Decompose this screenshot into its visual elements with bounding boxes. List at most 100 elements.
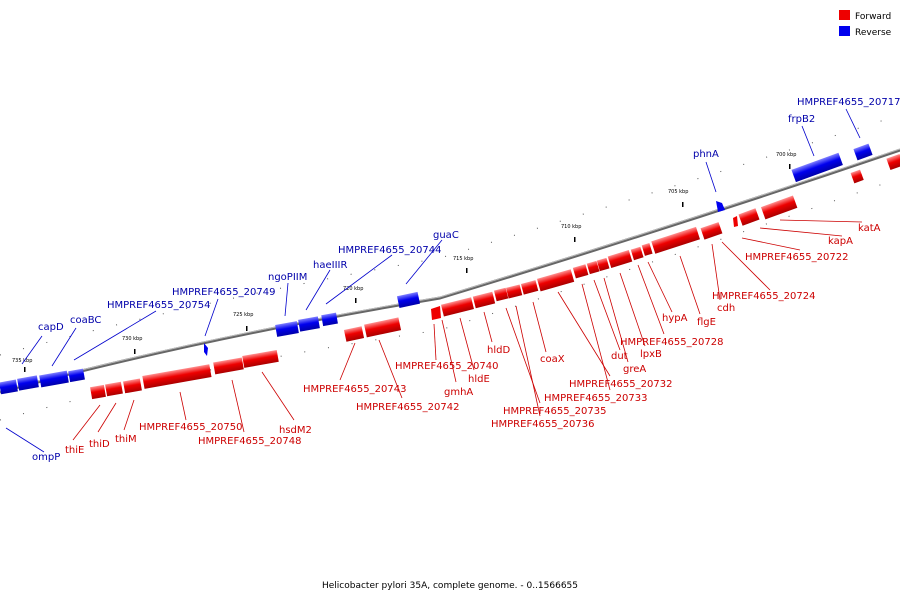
- gene-label[interactable]: HMPREF4655_20717: [797, 97, 900, 108]
- gene-reverse[interactable]: [0, 379, 18, 395]
- gene-forward[interactable]: [641, 243, 653, 256]
- gene-forward[interactable]: [738, 208, 760, 226]
- gene-forward[interactable]: [596, 257, 610, 272]
- reverse-genes: [0, 143, 873, 395]
- gene-reverse[interactable]: [791, 152, 843, 183]
- kbp-label: 700 kbp: [776, 152, 796, 158]
- gene-forward[interactable]: [537, 269, 575, 292]
- gene-reverse[interactable]: [853, 143, 873, 161]
- reverse-labels: ompP capD coaBC HMPREF4655_20754 HMPREF4…: [32, 97, 900, 463]
- gene-label[interactable]: coaBC: [70, 315, 101, 326]
- gene-label[interactable]: katA: [858, 223, 881, 234]
- gene-label[interactable]: capD: [38, 322, 64, 333]
- gene-label[interactable]: gmhA: [444, 387, 473, 398]
- gene-reverse[interactable]: [204, 343, 208, 356]
- gene-reverse[interactable]: [39, 370, 69, 388]
- gene-reverse[interactable]: [298, 316, 320, 332]
- gene-forward[interactable]: [886, 153, 900, 171]
- gene-label[interactable]: coaX: [540, 354, 565, 365]
- kbp-tick: [134, 349, 136, 354]
- gene-reverse[interactable]: [275, 321, 299, 337]
- gene-forward[interactable]: [472, 291, 496, 309]
- legend-forward-swatch: [839, 10, 850, 20]
- gene-forward[interactable]: [700, 222, 723, 240]
- gene-forward[interactable]: [651, 226, 700, 254]
- gene-label[interactable]: frpB2: [788, 114, 815, 125]
- kbp-tick: [682, 202, 684, 207]
- kbp-label: 720 kbp: [343, 286, 363, 292]
- gene-forward[interactable]: [572, 264, 589, 279]
- genome-title: Helicobacter pylori 35A, complete genome…: [322, 581, 578, 591]
- gene-label[interactable]: HMPREF4655_20754: [107, 300, 210, 311]
- gene-label[interactable]: haeIIIR: [313, 260, 347, 271]
- gene-forward[interactable]: [343, 326, 365, 342]
- gene-forward[interactable]: [440, 297, 474, 317]
- gene-label[interactable]: hypA: [662, 313, 688, 324]
- gene-forward[interactable]: [90, 384, 106, 400]
- legend-forward-label: Forward: [855, 12, 891, 22]
- gene-label[interactable]: lpxB: [640, 349, 662, 360]
- gene-forward[interactable]: [733, 216, 738, 227]
- gene-forward[interactable]: [123, 378, 142, 394]
- gene-forward[interactable]: [520, 280, 539, 295]
- legend-reverse-label: Reverse: [855, 28, 892, 38]
- gene-reverse[interactable]: [716, 201, 725, 212]
- gene-reverse[interactable]: [68, 368, 85, 383]
- gene-forward[interactable]: [213, 357, 244, 375]
- kbp-tick: [246, 326, 248, 331]
- gene-label[interactable]: HMPREF4655_20732: [569, 379, 672, 390]
- gene-label[interactable]: thiM: [115, 434, 137, 445]
- kbp-label: 715 kbp: [453, 256, 473, 262]
- forward-genes: [90, 153, 900, 400]
- gene-label[interactable]: HMPREF4655_20742: [356, 402, 459, 413]
- gene-reverse[interactable]: [396, 291, 421, 308]
- gene-label[interactable]: HMPREF4655_20722: [745, 252, 848, 263]
- gene-label[interactable]: dut: [611, 351, 628, 362]
- gene-label[interactable]: hldD: [487, 345, 510, 356]
- gene-forward[interactable]: [630, 246, 644, 261]
- gene-label[interactable]: thiD: [89, 439, 110, 450]
- gene-label[interactable]: HMPREF4655_20728: [620, 337, 723, 348]
- gene-reverse[interactable]: [17, 375, 39, 391]
- gene-label[interactable]: cdh: [717, 303, 735, 314]
- gene-forward[interactable]: [607, 250, 633, 268]
- gene-label[interactable]: guaC: [433, 230, 459, 241]
- gene-forward[interactable]: [505, 284, 523, 299]
- kbp-label: 710 kbp: [561, 224, 581, 230]
- kbp-label: 725 kbp: [233, 312, 253, 318]
- gene-label[interactable]: HMPREF4655_20724: [712, 291, 815, 302]
- gene-label[interactable]: ompP: [32, 452, 60, 463]
- gene-label[interactable]: HMPREF4655_20743: [303, 384, 406, 395]
- gene-forward[interactable]: [242, 349, 279, 368]
- gene-forward[interactable]: [364, 317, 402, 338]
- gene-label[interactable]: hsdM2: [279, 425, 312, 436]
- gene-label[interactable]: HMPREF4655_20750: [139, 422, 242, 433]
- gene-forward[interactable]: [142, 364, 212, 389]
- gene-label[interactable]: flgE: [697, 317, 716, 328]
- gene-label[interactable]: HMPREF4655_20740: [395, 361, 498, 372]
- gene-forward[interactable]: [850, 169, 864, 184]
- gene-forward[interactable]: [493, 287, 509, 302]
- gene-forward[interactable]: [431, 306, 441, 320]
- gene-label[interactable]: HMPREF4655_20736: [491, 419, 594, 430]
- gene-forward[interactable]: [760, 195, 798, 220]
- forward-leaders: [72, 219, 863, 441]
- gene-label[interactable]: ngoPIIM: [268, 272, 307, 283]
- gene-label[interactable]: HMPREF4655_20748: [198, 436, 301, 447]
- gene-label[interactable]: HMPREF4655_20733: [544, 393, 647, 404]
- gene-reverse[interactable]: [321, 312, 338, 327]
- gene-label[interactable]: HMPREF4655_20749: [172, 287, 275, 298]
- gene-forward[interactable]: [105, 381, 123, 397]
- gene-label[interactable]: HMPREF4655_20735: [503, 406, 606, 417]
- kbp-label: 735 kbp: [12, 358, 32, 364]
- gene-forward[interactable]: [586, 260, 600, 275]
- gene-label[interactable]: HMPREF4655_20744: [338, 245, 441, 256]
- gene-label[interactable]: greA: [623, 364, 646, 375]
- genome-backbone: [0, 148, 900, 394]
- gene-label[interactable]: phnA: [693, 149, 719, 160]
- gene-label[interactable]: thiE: [65, 445, 84, 456]
- kbp-tick: [355, 298, 357, 303]
- gene-label[interactable]: kapA: [828, 236, 853, 247]
- gene-label[interactable]: hldE: [468, 374, 490, 385]
